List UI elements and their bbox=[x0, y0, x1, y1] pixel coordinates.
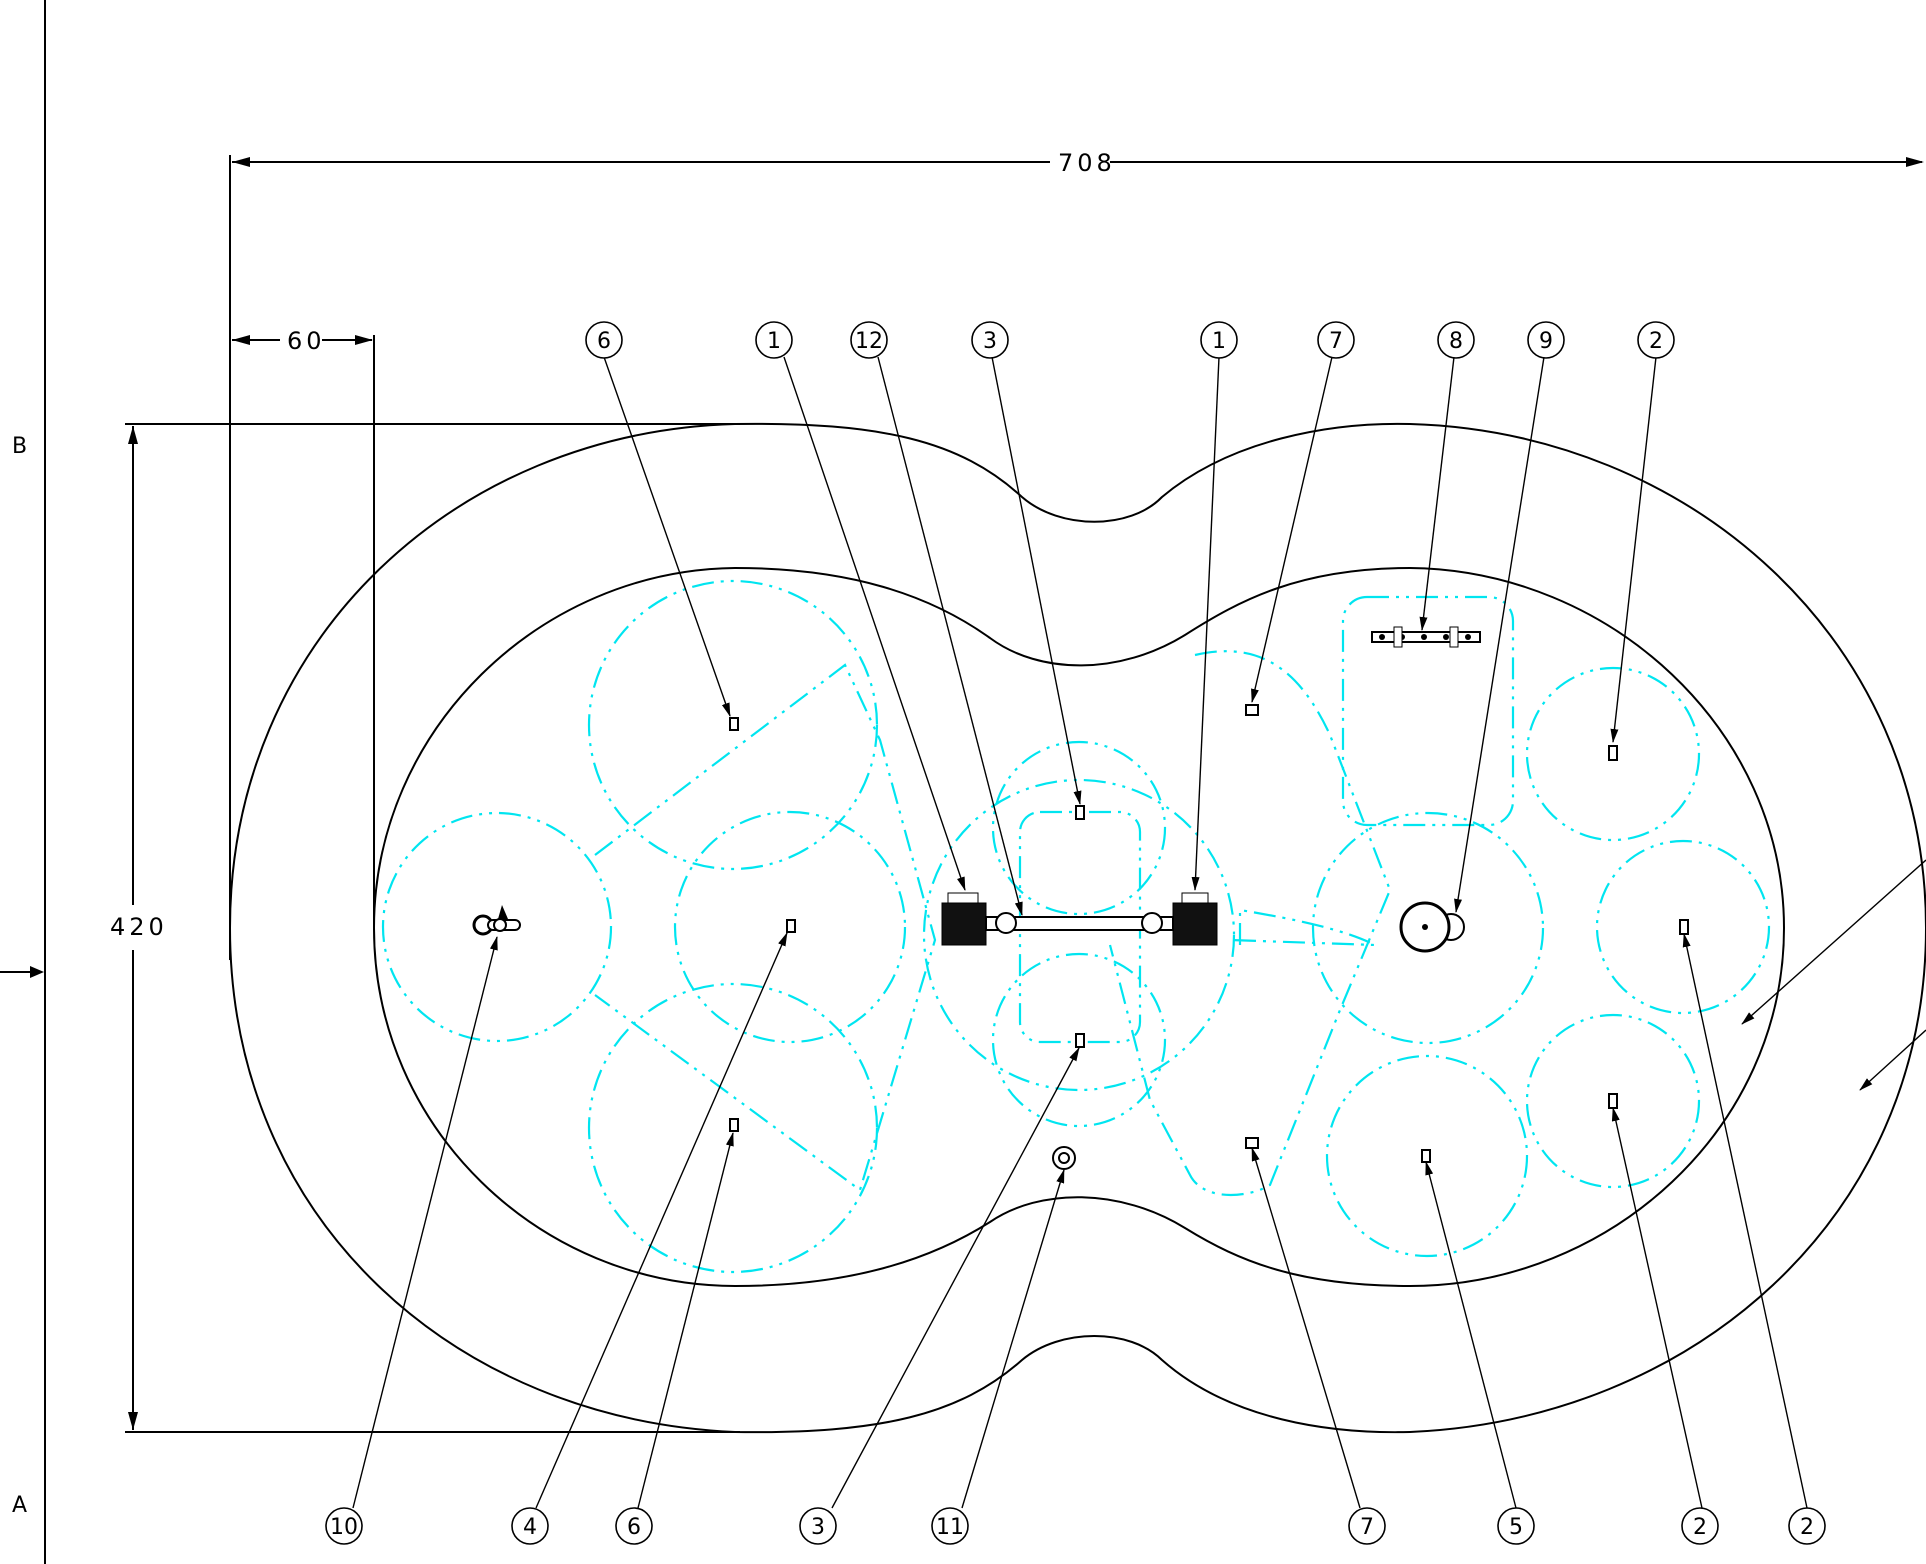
svg-text:2: 2 bbox=[1649, 329, 1663, 354]
nozzle bbox=[1245, 704, 1259, 716]
svg-text:1: 1 bbox=[1212, 329, 1226, 354]
spray-zone-rect bbox=[1341, 595, 1515, 827]
svg-text:4: 4 bbox=[523, 1515, 537, 1540]
spray-zone bbox=[991, 952, 1167, 1128]
valve bbox=[472, 905, 521, 936]
leader-lines bbox=[352, 356, 1926, 1509]
nozzle bbox=[729, 1118, 739, 1132]
nozzle bbox=[786, 919, 796, 933]
nozzle bbox=[1679, 919, 1689, 935]
nozzles bbox=[729, 704, 1689, 1163]
svg-text:1: 1 bbox=[767, 329, 781, 354]
dimension-offset: 60 bbox=[232, 327, 375, 930]
balloon: 6 bbox=[585, 321, 623, 359]
svg-text:6: 6 bbox=[597, 329, 611, 354]
dimension-overall-length: 708 bbox=[229, 149, 1924, 960]
balloon: 2 bbox=[1788, 1507, 1826, 1545]
svg-text:3: 3 bbox=[811, 1515, 825, 1540]
nozzle bbox=[1421, 1149, 1431, 1163]
dimension-overall-width: 420 bbox=[110, 423, 740, 1433]
svg-text:2: 2 bbox=[1800, 1515, 1814, 1540]
balloon: 1 bbox=[755, 321, 793, 359]
svg-text:5: 5 bbox=[1509, 1515, 1523, 1540]
dimension-708-label: 708 bbox=[1058, 149, 1116, 177]
svg-text:11: 11 bbox=[936, 1515, 964, 1540]
equipment bbox=[472, 626, 1689, 1170]
balloon: 7 bbox=[1317, 321, 1355, 359]
nozzle bbox=[1075, 805, 1085, 820]
svg-text:12: 12 bbox=[855, 329, 883, 354]
balloon: 5 bbox=[1497, 1507, 1535, 1545]
inner-boundary bbox=[372, 566, 1786, 1288]
balloon: 11 bbox=[931, 1507, 969, 1545]
drum bbox=[1399, 901, 1465, 953]
nozzle bbox=[729, 717, 739, 731]
pump-unit-right bbox=[1172, 902, 1218, 946]
balloon: 8 bbox=[1437, 321, 1475, 359]
balloon: 3 bbox=[971, 321, 1009, 359]
svg-text:10: 10 bbox=[330, 1515, 358, 1540]
svg-text:7: 7 bbox=[1329, 329, 1343, 354]
balloon: 7 bbox=[1348, 1507, 1386, 1545]
nozzle bbox=[1075, 1033, 1085, 1048]
manifold bbox=[1371, 626, 1481, 648]
zone-label-a: A bbox=[12, 1493, 27, 1518]
spray-zone bbox=[1595, 839, 1771, 1015]
balloon: 3 bbox=[799, 1507, 837, 1545]
drain bbox=[1052, 1146, 1076, 1170]
svg-text:9: 9 bbox=[1539, 329, 1553, 354]
svg-text:7: 7 bbox=[1360, 1515, 1374, 1540]
zone-label-b: B bbox=[12, 434, 27, 459]
spray-zone bbox=[381, 811, 613, 1043]
balloon: 2 bbox=[1681, 1507, 1719, 1545]
pump-unit-left bbox=[941, 902, 987, 946]
spray-zone bbox=[1325, 1054, 1529, 1258]
center-mark-arrow bbox=[30, 966, 44, 978]
nozzle bbox=[1608, 745, 1618, 761]
balloon: 6 bbox=[615, 1507, 653, 1545]
spray-zone bbox=[1525, 1013, 1701, 1189]
balloon: 4 bbox=[511, 1507, 549, 1545]
spray-zone bbox=[587, 982, 879, 1274]
spray-zone-path bbox=[594, 663, 937, 1192]
sheet-frame: B A bbox=[0, 0, 46, 1564]
nozzle bbox=[1608, 1093, 1618, 1109]
spray-zone bbox=[991, 740, 1167, 916]
spray-zone-path bbox=[1229, 908, 1376, 947]
dimension-420-label: 420 bbox=[110, 913, 168, 941]
spray-zone-path bbox=[1108, 650, 1392, 1197]
spray-zone bbox=[673, 810, 907, 1044]
spray-zone bbox=[587, 579, 879, 871]
nozzle bbox=[1245, 1137, 1259, 1149]
spray-zone bbox=[922, 778, 1236, 1092]
svg-text:2: 2 bbox=[1693, 1515, 1707, 1540]
balloon: 9 bbox=[1527, 321, 1565, 359]
balloons-top: 6 1 12 3 1 7 8 9 2 bbox=[585, 321, 1675, 359]
spray-zone bbox=[1525, 666, 1701, 842]
balloon: 12 bbox=[850, 321, 888, 359]
svg-text:6: 6 bbox=[627, 1515, 641, 1540]
balloons-bottom: 10 4 6 3 11 7 5 2 2 bbox=[325, 1507, 1826, 1545]
outer-boundary bbox=[228, 422, 1926, 1434]
balloon: 2 bbox=[1637, 321, 1675, 359]
dimension-60-label: 60 bbox=[287, 327, 326, 355]
spray-zone bbox=[1311, 811, 1545, 1045]
svg-text:3: 3 bbox=[983, 329, 997, 354]
connecting-bar bbox=[985, 916, 1174, 931]
balloon: 10 bbox=[325, 1507, 363, 1545]
svg-text:8: 8 bbox=[1449, 329, 1463, 354]
balloon: 1 bbox=[1200, 321, 1238, 359]
